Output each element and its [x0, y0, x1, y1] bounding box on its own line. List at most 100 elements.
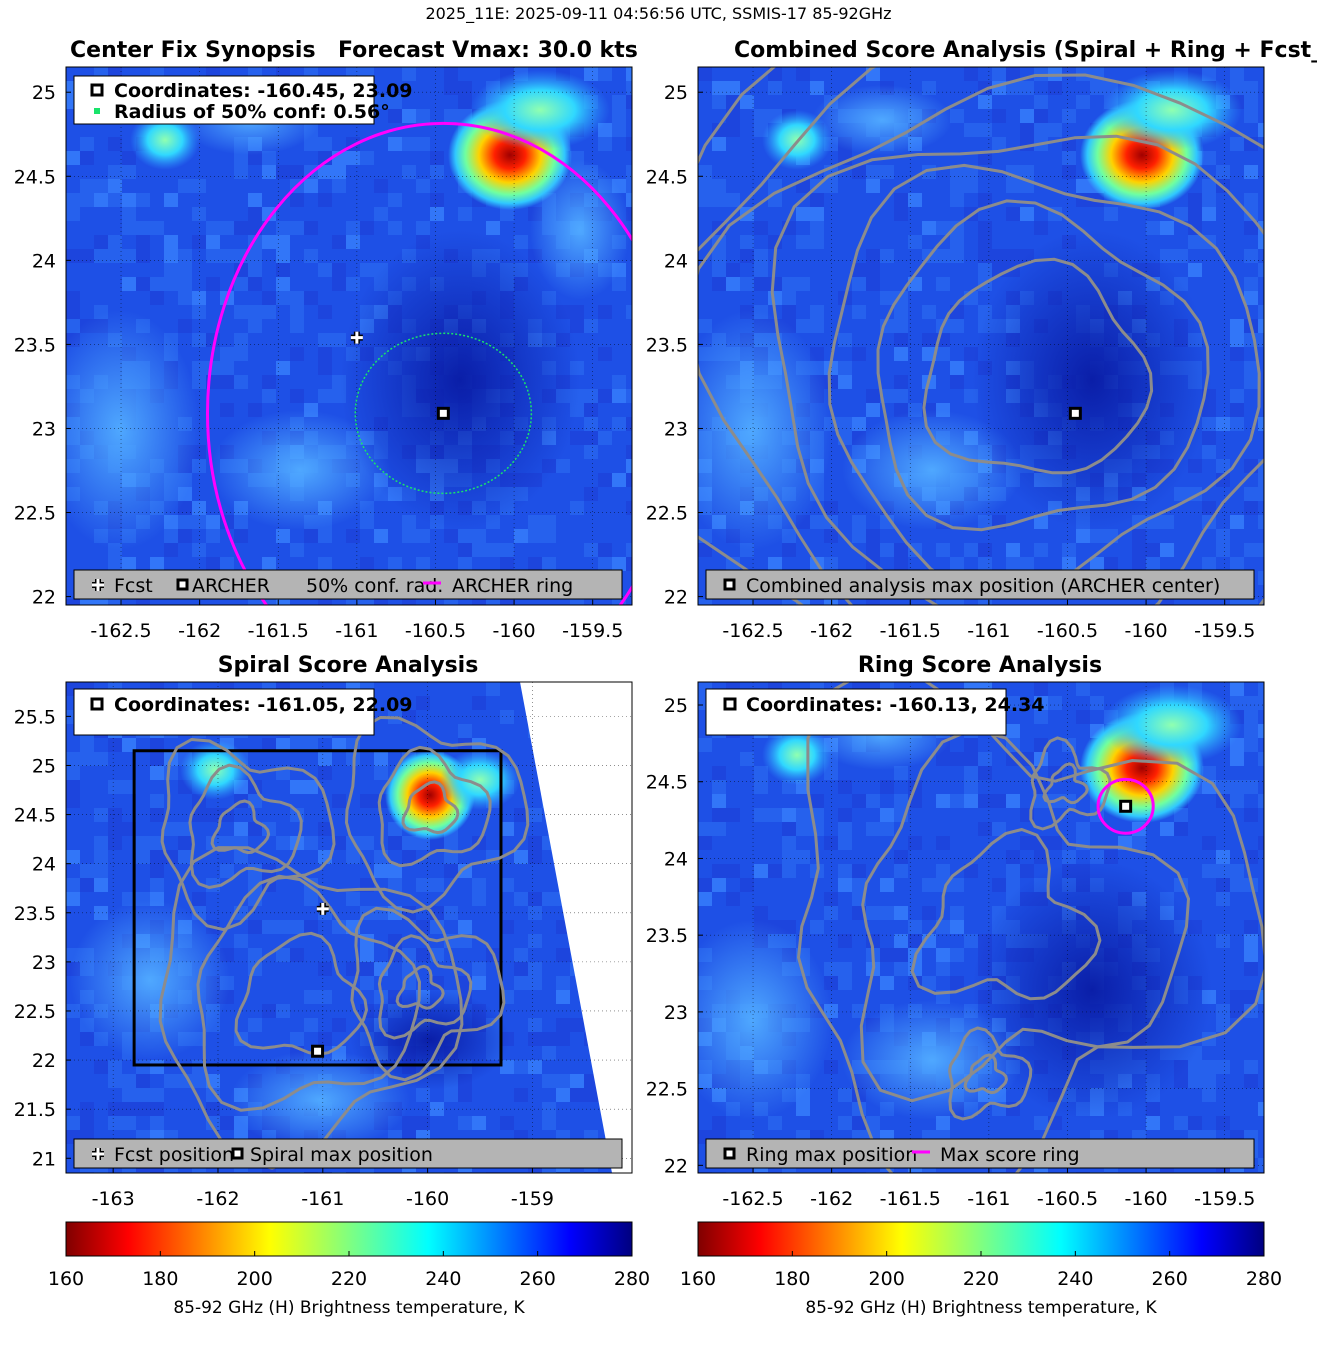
contour-line: [377, 745, 492, 868]
y-tick-label: 24: [32, 250, 56, 272]
plus-icon: [92, 1148, 104, 1160]
y-tick-label: 23: [32, 418, 56, 440]
y-tick-label: 25: [32, 755, 56, 777]
colorbar-left: 160 180 200 220 240 260 280 85-92 GHz (H) Brig…: [48, 1221, 650, 1318]
spiral-info-box: Coordinates: -161.05, 22.09: [73, 688, 413, 736]
grid-lines: [66, 67, 632, 605]
y-tick-label: 22.5: [646, 1079, 688, 1101]
ring-legend: Ring max position Max score ring: [705, 1138, 1255, 1169]
synopsis-vmax-title: Forecast Vmax: 30.0 kts: [338, 38, 638, 63]
y-tick-label: 23: [664, 1002, 688, 1024]
contour-line: [948, 1026, 1033, 1121]
synopsis-info-box: Coordinates: -160.45, 23.09 Radius of 50…: [73, 75, 413, 125]
x-tick-label: -160.5: [405, 620, 466, 642]
y-tick-label: 24: [32, 854, 56, 876]
x-tick-label: -162: [810, 620, 853, 642]
contour-line: [797, 682, 1264, 1173]
y-tick-label: 24: [664, 848, 688, 870]
legend-fcst: Fcst: [114, 575, 153, 597]
x-tick-label: -160.5: [1037, 1188, 1098, 1210]
y-tick-label: 23.5: [14, 334, 56, 356]
colorbar-tick-label: 280: [1246, 1268, 1282, 1290]
contour-line: [377, 934, 473, 1040]
y-tick-label: 22: [664, 1155, 688, 1177]
contour-line: [234, 931, 368, 1056]
spiral-title: Spiral Score Analysis: [218, 653, 479, 678]
combined-title: Combined Score Analysis (Spiral + Ring +…: [734, 38, 1317, 63]
spiral-marker-icon: [90, 697, 104, 711]
legend-fcst-position: Fcst position: [114, 1144, 234, 1166]
y-tick-label: 23: [32, 952, 56, 974]
combined-max-marker: [1068, 406, 1082, 420]
x-tick-label: -161.5: [880, 1188, 941, 1210]
score-contours: [948, 1026, 1033, 1121]
colorbar-tick-label: 200: [869, 1268, 905, 1290]
x-tick-label: -162.5: [90, 620, 151, 642]
x-tick-label: -162.5: [722, 1188, 783, 1210]
archer-marker-icon: [90, 83, 104, 97]
search-box: [132, 749, 503, 1067]
combined-panel: -162.5 -162 -161.5 -161 -160.5 -160 -159.5 22 22…: [646, 66, 1265, 642]
contour-line: [963, 1053, 1008, 1095]
y-tick-label: 23: [664, 418, 688, 440]
contour-line: [698, 73, 1264, 605]
forecast-marker: [316, 902, 329, 915]
x-tick-label: -159: [511, 1188, 554, 1210]
legend-max-ring: Max score ring: [940, 1144, 1080, 1166]
spiral-max-marker: [311, 1044, 325, 1058]
x-tick-label: -161: [335, 620, 378, 642]
x-tick-label: -162.5: [722, 620, 783, 642]
colorbar-tick-label: 220: [331, 1268, 367, 1290]
colorbar-tick-label: 260: [1152, 1268, 1188, 1290]
y-tick-label: 24.5: [14, 166, 56, 188]
x-tick-label: -160: [406, 1188, 449, 1210]
contour-line: [350, 906, 506, 1082]
x-tick-label: -160.5: [1037, 620, 1098, 642]
y-tick-label: 25.5: [14, 706, 56, 728]
colorbar-tick-label: 180: [142, 1268, 178, 1290]
contour-line: [827, 163, 1261, 599]
spiral-coordinates: Coordinates: -161.05, 22.09: [114, 694, 413, 716]
ring-max-marker: [1119, 799, 1133, 813]
legend-combined-max: Combined analysis max position (ARCHER c…: [746, 575, 1220, 597]
colorbar-tick-label: 260: [520, 1268, 556, 1290]
colorbar-tick-label: 180: [774, 1268, 810, 1290]
brightness-temperature-field: [698, 67, 1264, 605]
contour-line: [210, 799, 271, 855]
ring-marker-icon: [723, 1147, 736, 1160]
combined-legend: Combined analysis max position (ARCHER c…: [705, 569, 1255, 600]
legend-ring: ARCHER ring: [452, 575, 573, 597]
archer-ring: [206, 121, 632, 605]
legend-conf: 50% conf. rad.: [306, 575, 443, 597]
y-tick-label: 22: [32, 587, 56, 609]
contour-line: [158, 846, 464, 1170]
y-tick-label: 22: [664, 587, 688, 609]
colorbar-label: 85-92 GHz (H) Brightness temperature, K: [173, 1298, 525, 1318]
y-tick-label: 22.5: [14, 503, 56, 525]
y-tick-label: 22: [32, 1050, 56, 1072]
contour-line: [188, 763, 303, 889]
x-tick-label: -162: [178, 620, 221, 642]
y-tick-label: 24.5: [646, 772, 688, 794]
synopsis-legend: Fcst ARCHER 50% conf. rad. ARCHER ring: [73, 569, 623, 600]
legend-ring-max: Ring max position: [746, 1144, 917, 1166]
x-tick-label: -160: [1125, 1188, 1168, 1210]
colorbar-tick-label: 160: [48, 1268, 84, 1290]
contour-line: [401, 780, 460, 835]
synopsis-title: Center Fix Synopsis: [70, 38, 316, 63]
legend-archer: ARCHER: [192, 575, 270, 597]
contour-line: [876, 199, 1210, 532]
y-tick-label: 25: [664, 695, 688, 717]
legend-spiral-max: Spiral max position: [250, 1144, 433, 1166]
ring-coordinates: Coordinates: -160.13, 24.34: [746, 694, 1045, 716]
colorbar-tick-label: 160: [680, 1268, 716, 1290]
y-tick-label: 25: [32, 82, 56, 104]
colorbar-tick-label: 220: [963, 1268, 999, 1290]
contour-line: [196, 874, 421, 1112]
colorbar-tick-label: 240: [425, 1268, 461, 1290]
score-contours: [158, 846, 464, 1170]
y-tick-label: 22.5: [14, 1001, 56, 1023]
contour-line: [922, 257, 1154, 475]
contour-line: [345, 716, 530, 914]
